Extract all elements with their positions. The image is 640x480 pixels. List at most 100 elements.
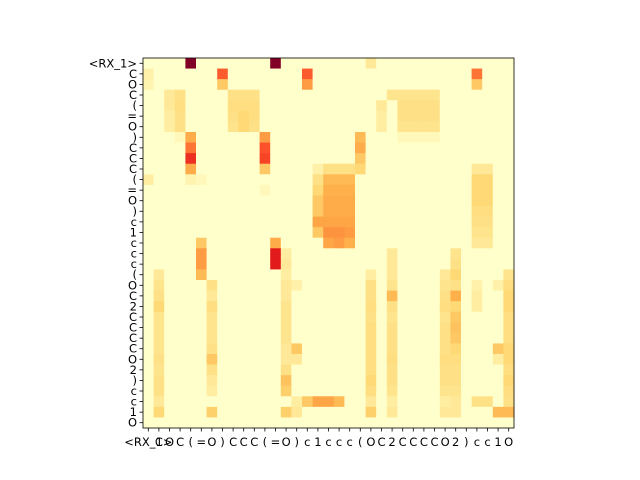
heatmap-cell bbox=[153, 110, 165, 122]
heatmap-cell bbox=[429, 132, 441, 143]
heatmap-cell bbox=[291, 142, 303, 154]
heatmap-cell bbox=[227, 142, 239, 154]
heatmap-cell bbox=[302, 68, 313, 80]
heatmap-cell bbox=[312, 354, 324, 365]
heatmap-cell bbox=[471, 269, 483, 281]
heatmap-cell bbox=[450, 68, 462, 80]
heatmap-cell bbox=[471, 184, 483, 196]
heatmap-cell bbox=[174, 237, 186, 249]
heatmap-cell bbox=[429, 258, 441, 270]
heatmap-cell bbox=[227, 354, 239, 365]
heatmap-cell bbox=[143, 364, 154, 376]
heatmap-cell bbox=[450, 385, 462, 397]
heatmap-cell bbox=[196, 385, 207, 397]
heatmap-cell bbox=[397, 110, 409, 122]
y-tick-label: O bbox=[128, 77, 137, 91]
heatmap-cell bbox=[397, 417, 409, 429]
heatmap-cell bbox=[206, 174, 218, 186]
heatmap-cell bbox=[344, 89, 356, 101]
heatmap-cell bbox=[217, 343, 229, 355]
heatmap-cell bbox=[471, 237, 483, 249]
heatmap-cell bbox=[291, 184, 303, 196]
heatmap-cell bbox=[259, 174, 271, 186]
heatmap-cell bbox=[439, 406, 451, 418]
heatmap-cell bbox=[429, 290, 441, 302]
heatmap-cell bbox=[280, 132, 292, 143]
heatmap-cell bbox=[206, 163, 218, 175]
heatmap-cell bbox=[291, 364, 303, 376]
heatmap-cell bbox=[450, 375, 462, 387]
heatmap-cell bbox=[418, 248, 430, 260]
heatmap-cell bbox=[344, 385, 356, 397]
heatmap-cell bbox=[471, 89, 483, 101]
heatmap-cell bbox=[249, 132, 260, 143]
heatmap-cell bbox=[291, 248, 303, 260]
heatmap-cell bbox=[439, 290, 451, 302]
heatmap-cell bbox=[153, 385, 165, 397]
heatmap-cell bbox=[386, 385, 398, 397]
x-tick-label: C bbox=[176, 435, 184, 449]
heatmap-cell bbox=[386, 406, 398, 418]
heatmap-cell bbox=[333, 322, 345, 334]
x-tick-label: C bbox=[229, 435, 237, 449]
heatmap-cell bbox=[429, 174, 441, 186]
heatmap-cell bbox=[259, 100, 271, 112]
x-axis: <RX_1>C O C(= O) C C C(= O) c 1 c c c(O C 2 C C C C O 2) c c 1 O bbox=[124, 428, 513, 449]
heatmap-cell bbox=[249, 322, 260, 334]
heatmap-cell bbox=[492, 375, 504, 387]
heatmap-cell bbox=[153, 100, 165, 112]
heatmap-cell bbox=[355, 58, 366, 69]
heatmap-cell bbox=[482, 79, 494, 91]
heatmap-cell bbox=[174, 79, 186, 91]
heatmap-cell bbox=[418, 206, 430, 217]
heatmap-cell bbox=[365, 68, 377, 80]
heatmap-cell bbox=[259, 110, 271, 122]
heatmap-cell bbox=[386, 89, 398, 101]
heatmap-cell bbox=[164, 290, 176, 302]
heatmap-cell bbox=[461, 343, 472, 355]
heatmap-cell bbox=[376, 258, 388, 270]
heatmap-cell bbox=[291, 174, 303, 186]
heatmap-cell bbox=[471, 206, 483, 217]
heatmap-cell bbox=[450, 216, 462, 228]
heatmap-cell bbox=[270, 79, 282, 91]
heatmap-cell bbox=[439, 206, 451, 217]
heatmap-cell bbox=[492, 385, 504, 397]
heatmap-cell bbox=[143, 153, 154, 165]
heatmap-cell bbox=[450, 269, 462, 281]
heatmap-cell bbox=[439, 227, 451, 239]
heatmap-cell bbox=[185, 100, 197, 112]
heatmap-cell bbox=[174, 121, 186, 133]
heatmap-cell bbox=[185, 227, 197, 239]
heatmap-cell bbox=[429, 385, 441, 397]
heatmap-cell bbox=[302, 311, 313, 323]
heatmap-cell bbox=[333, 385, 345, 397]
heatmap-cell bbox=[333, 142, 345, 154]
heatmap-cell bbox=[185, 258, 197, 270]
heatmap-cell bbox=[461, 248, 472, 260]
heatmap-cell bbox=[143, 184, 154, 196]
heatmap-cell bbox=[323, 174, 335, 186]
heatmap-cell bbox=[249, 417, 260, 429]
heatmap-cell bbox=[259, 237, 271, 249]
heatmap-cell bbox=[174, 417, 186, 429]
heatmap-cell bbox=[280, 258, 292, 270]
heatmap-cell bbox=[227, 237, 239, 249]
heatmap-cell bbox=[217, 79, 229, 91]
heatmap-cell bbox=[482, 343, 494, 355]
heatmap-cell bbox=[386, 100, 398, 112]
heatmap-cell bbox=[492, 417, 504, 429]
heatmap-cell bbox=[386, 301, 398, 313]
heatmap-cell bbox=[355, 269, 366, 281]
heatmap-cell bbox=[174, 375, 186, 387]
heatmap-cell bbox=[344, 269, 356, 281]
heatmap-cell bbox=[461, 216, 472, 228]
heatmap-cell bbox=[270, 100, 282, 112]
heatmap-cell bbox=[153, 354, 165, 365]
x-tick-label: 2 bbox=[452, 435, 459, 449]
heatmap-cell bbox=[302, 385, 313, 397]
heatmap-cell bbox=[492, 237, 504, 249]
heatmap-cell bbox=[333, 301, 345, 313]
heatmap-cell bbox=[249, 301, 260, 313]
heatmap-cell bbox=[482, 153, 494, 165]
